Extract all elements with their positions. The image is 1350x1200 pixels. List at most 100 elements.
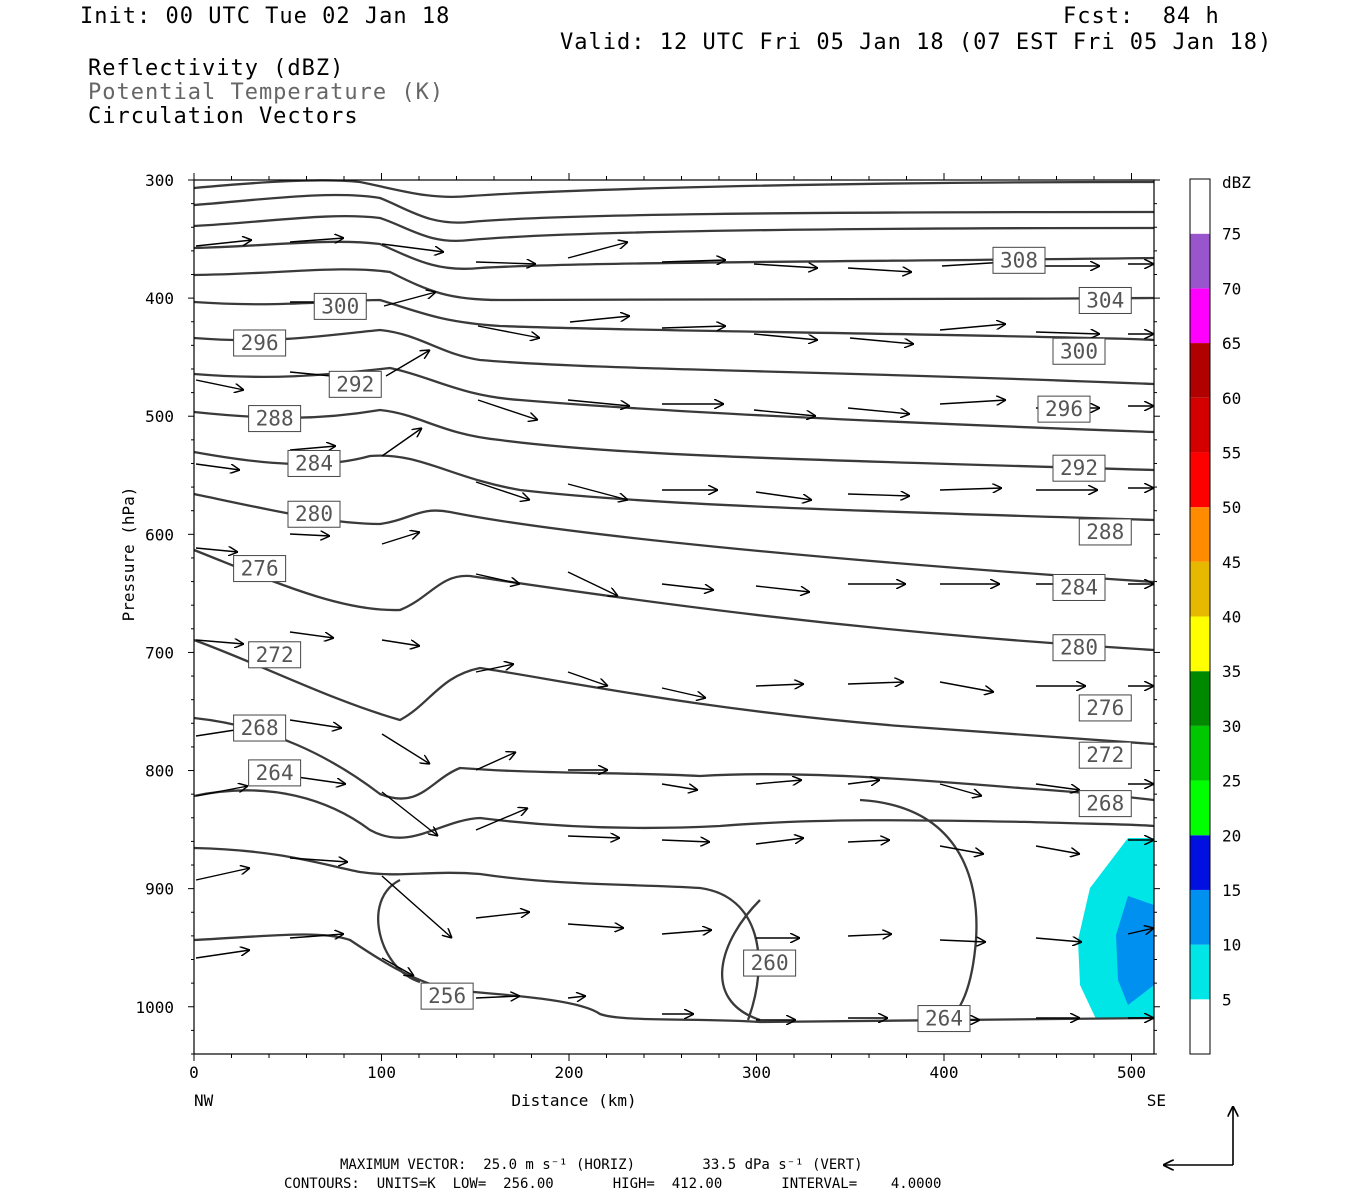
contour-label-box	[743, 949, 797, 977]
vector-arrow-56	[381, 639, 420, 646]
colorbar-level-label: 60	[1222, 389, 1241, 408]
x-axis-label: Distance (km)	[511, 1091, 636, 1110]
vector-arrow-29	[939, 400, 1006, 404]
colorbar-level-label: 45	[1222, 553, 1241, 572]
vector-arrow-82	[755, 838, 804, 845]
colorbar-segment	[1190, 452, 1210, 508]
contour-label-box	[328, 370, 382, 398]
vector-arrow-88	[289, 858, 348, 862]
colorbar-level-label: 30	[1222, 717, 1241, 736]
contour-label: 280	[1060, 636, 1098, 660]
colorbar-level-label: 55	[1222, 443, 1241, 462]
y-tick-label: 400	[145, 289, 174, 308]
vector-arrow-95	[939, 940, 986, 942]
vector-arrow-12	[383, 292, 436, 307]
contour-label: 260	[751, 951, 789, 975]
colorbar-segment	[1190, 889, 1210, 945]
colorbar-level-label: 10	[1222, 936, 1241, 955]
vector-arrow-24	[477, 399, 538, 420]
contour-label: 300	[321, 294, 359, 318]
theta-contours	[193, 179, 1155, 1024]
vector-arrow-39	[847, 494, 910, 496]
vector-arrow-21	[195, 379, 244, 390]
vector-arrow-100	[381, 957, 414, 976]
contour-label: 264	[256, 761, 294, 785]
vector-arrow-13	[477, 325, 540, 338]
x-end-label-left: NW	[194, 1091, 214, 1110]
contour-label-box	[233, 714, 287, 742]
colorbar-segment	[1190, 343, 1210, 398]
plot-frame	[193, 179, 1155, 1055]
contour-label-box	[1078, 694, 1132, 722]
vector-arrow-89	[381, 875, 452, 938]
vector-arrow-57	[475, 664, 514, 673]
colorbar-level-label: 20	[1222, 826, 1241, 845]
vector-arrow-71	[755, 780, 802, 784]
contour-label: 292	[336, 372, 374, 396]
contour-label-box	[1037, 395, 1091, 423]
contour-label-box	[1052, 454, 1106, 482]
colorbar-level-label: 35	[1222, 662, 1241, 681]
vector-arrow-32	[195, 463, 240, 470]
theta-contour-1	[193, 193, 1155, 224]
vector-arrow-2	[381, 243, 444, 252]
vector-arrow-14	[569, 316, 630, 323]
vector-arrow-7	[847, 268, 912, 272]
circulation-vectors	[195, 238, 1154, 1020]
vector-arrow-4	[475, 262, 536, 264]
vector-arrow-81	[661, 840, 710, 842]
contour-label: 284	[1060, 575, 1098, 599]
theta-contour-18	[721, 899, 761, 1022]
contour-label: 288	[1086, 520, 1124, 544]
vector-arrow-33	[289, 446, 336, 450]
vector-arrow-25	[567, 399, 630, 406]
y-tick-label: 1000	[135, 998, 174, 1017]
contour-label-box	[313, 292, 367, 320]
reflectivity-shading	[1078, 838, 1154, 1019]
theta-contour-3	[193, 240, 1155, 270]
vector-arrow-38	[755, 491, 812, 500]
colorbar-segment	[1190, 780, 1210, 836]
contour-label-box	[1052, 634, 1106, 662]
x-tick-label: 400	[930, 1063, 959, 1082]
theta-contour-11	[193, 548, 1155, 652]
vector-arrow-62	[939, 681, 994, 692]
vector-arrow-40	[939, 488, 1002, 490]
contour-label: 296	[241, 331, 279, 355]
colorbar-segment	[1190, 671, 1210, 726]
vector-arrow-6	[753, 264, 818, 268]
field-reflectivity: Reflectivity (dBZ)	[88, 56, 345, 81]
x-tick-label: 100	[367, 1063, 396, 1082]
vector-arrow-36	[567, 483, 628, 500]
vector-arrow-78	[381, 791, 438, 836]
vector-arrow-97	[1127, 928, 1154, 934]
contour-info: CONTOURS: UNITS=K LOW= 256.00 HIGH= 412.…	[284, 1176, 942, 1192]
vector-arrow-66	[289, 719, 342, 728]
vector-arrow-1	[289, 238, 344, 242]
max-vector-note: MAXIMUM VECTOR: 25.0 m s⁻¹ (HORIZ) 33.5 …	[340, 1157, 863, 1173]
colorbar-level-label: 5	[1222, 990, 1232, 1009]
vector-arrow-59	[661, 687, 706, 698]
vector-arrow-44	[289, 534, 330, 536]
colorbar-level-label: 40	[1222, 608, 1241, 627]
contour-label-box	[992, 246, 1046, 274]
contour-label: 264	[925, 1007, 963, 1031]
x-tick-label: 300	[742, 1063, 771, 1082]
x-end-label-right: SE	[1147, 1091, 1166, 1110]
vector-arrow-92	[661, 930, 712, 934]
colorbar-segment	[1190, 233, 1210, 289]
contour-label-box	[420, 982, 474, 1010]
vector-arrow-99	[289, 934, 344, 938]
theta-contour-4	[193, 268, 1155, 302]
vector-arrow-35	[475, 481, 530, 500]
colorbar-title: dBZ	[1222, 173, 1251, 192]
vector-arrow-55	[289, 631, 334, 638]
vector-arrow-72	[847, 780, 880, 784]
contour-label: 276	[241, 557, 279, 581]
theta-contour-6	[193, 328, 1155, 386]
contour-label-box	[248, 405, 302, 433]
contour-label-box	[233, 555, 287, 583]
vector-arrow-27	[753, 409, 816, 416]
vector-arrow-16	[753, 333, 818, 340]
vector-arrow-87	[195, 868, 250, 881]
